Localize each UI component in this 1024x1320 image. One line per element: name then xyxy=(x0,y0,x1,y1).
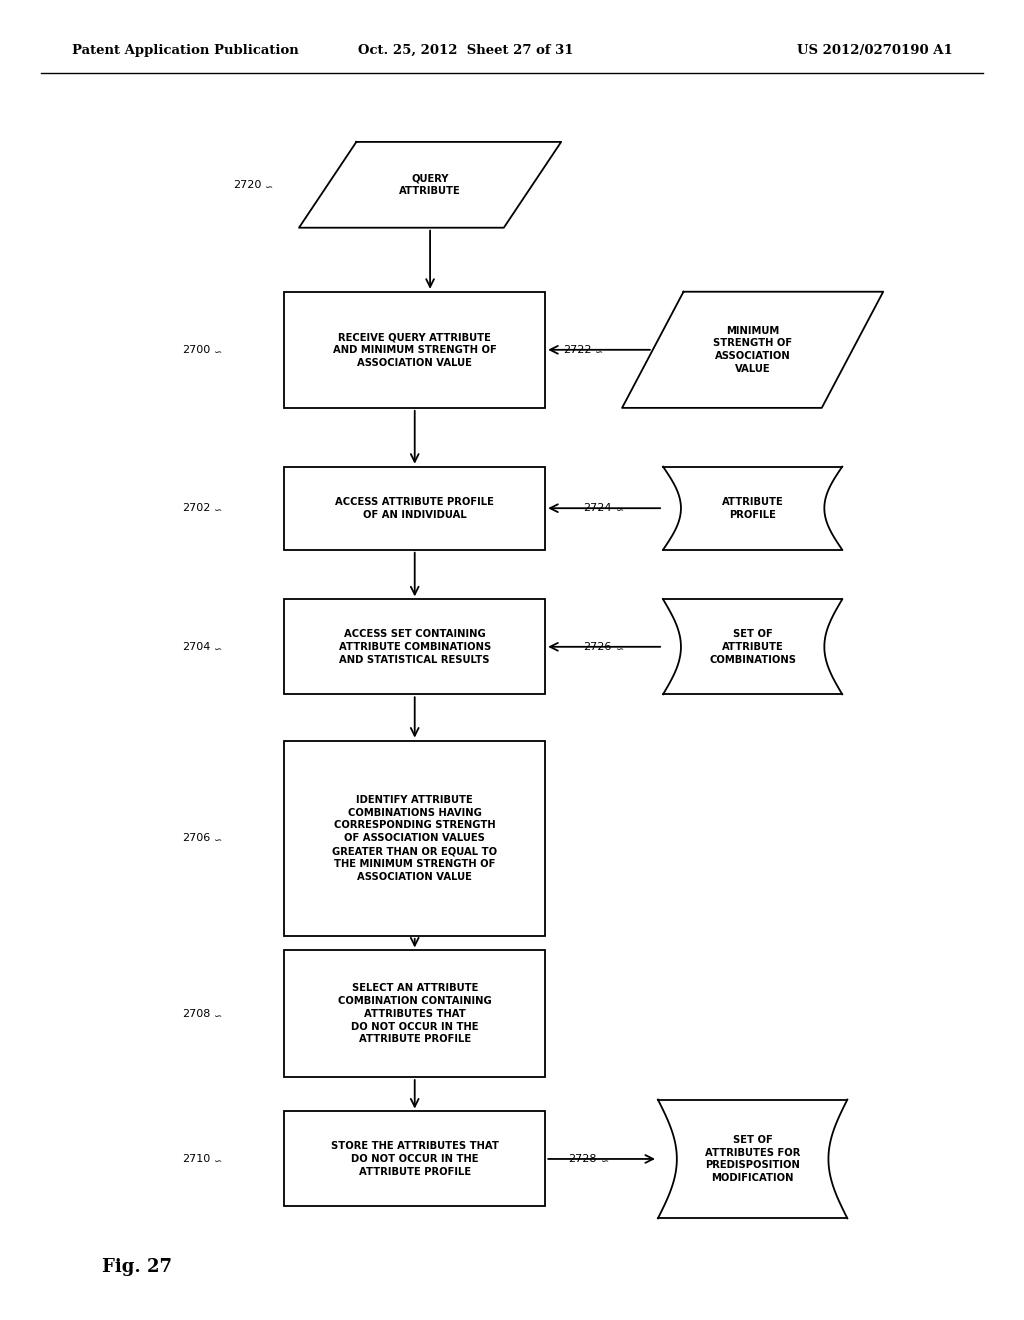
Polygon shape xyxy=(299,143,561,227)
Text: Patent Application Publication: Patent Application Publication xyxy=(72,44,298,57)
Text: IDENTIFY ATTRIBUTE
COMBINATIONS HAVING
CORRESPONDING STRENGTH
OF ASSOCIATION VAL: IDENTIFY ATTRIBUTE COMBINATIONS HAVING C… xyxy=(332,795,498,882)
Text: ACCESS ATTRIBUTE PROFILE
OF AN INDIVIDUAL: ACCESS ATTRIBUTE PROFILE OF AN INDIVIDUA… xyxy=(335,496,495,520)
Text: $\backsim$: $\backsim$ xyxy=(213,1008,223,1019)
Text: 2728: 2728 xyxy=(568,1154,596,1164)
Polygon shape xyxy=(622,292,883,408)
Text: 2706: 2706 xyxy=(182,833,211,843)
Text: 2726: 2726 xyxy=(584,642,611,652)
Text: 2720: 2720 xyxy=(232,180,261,190)
Bar xyxy=(285,741,545,936)
Polygon shape xyxy=(664,467,842,549)
Text: ATTRIBUTE
PROFILE: ATTRIBUTE PROFILE xyxy=(722,496,783,520)
Text: SET OF
ATTRIBUTE
COMBINATIONS: SET OF ATTRIBUTE COMBINATIONS xyxy=(710,630,796,664)
Polygon shape xyxy=(664,599,842,694)
Bar xyxy=(285,950,545,1077)
Text: $\backsim$: $\backsim$ xyxy=(213,1154,223,1164)
Text: 2704: 2704 xyxy=(182,642,211,652)
Text: $\backsim$: $\backsim$ xyxy=(263,180,274,190)
Text: $\backsim$: $\backsim$ xyxy=(213,503,223,513)
Text: 2702: 2702 xyxy=(182,503,211,513)
Text: QUERY
ATTRIBUTE: QUERY ATTRIBUTE xyxy=(399,173,461,197)
Text: STORE THE ATTRIBUTES THAT
DO NOT OCCUR IN THE
ATTRIBUTE PROFILE: STORE THE ATTRIBUTES THAT DO NOT OCCUR I… xyxy=(331,1142,499,1176)
Text: SET OF
ATTRIBUTES FOR
PREDISPOSITION
MODIFICATION: SET OF ATTRIBUTES FOR PREDISPOSITION MOD… xyxy=(705,1135,801,1183)
Text: Oct. 25, 2012  Sheet 27 of 31: Oct. 25, 2012 Sheet 27 of 31 xyxy=(358,44,573,57)
Text: MINIMUM
STRENGTH OF
ASSOCIATION
VALUE: MINIMUM STRENGTH OF ASSOCIATION VALUE xyxy=(713,326,793,374)
Text: SELECT AN ATTRIBUTE
COMBINATION CONTAINING
ATTRIBUTES THAT
DO NOT OCCUR IN THE
A: SELECT AN ATTRIBUTE COMBINATION CONTAINI… xyxy=(338,983,492,1044)
Text: $\backsim$: $\backsim$ xyxy=(613,503,625,513)
Bar xyxy=(285,292,545,408)
Bar xyxy=(285,599,545,694)
Polygon shape xyxy=(657,1100,848,1218)
Text: $\backsim$: $\backsim$ xyxy=(213,345,223,355)
Text: ACCESS SET CONTAINING
ATTRIBUTE COMBINATIONS
AND STATISTICAL RESULTS: ACCESS SET CONTAINING ATTRIBUTE COMBINAT… xyxy=(339,630,490,664)
Text: RECEIVE QUERY ATTRIBUTE
AND MINIMUM STRENGTH OF
ASSOCIATION VALUE: RECEIVE QUERY ATTRIBUTE AND MINIMUM STRE… xyxy=(333,333,497,367)
Bar xyxy=(285,1111,545,1206)
Text: Fig. 27: Fig. 27 xyxy=(102,1258,172,1276)
Text: 2700: 2700 xyxy=(182,345,211,355)
Text: $\backsim$: $\backsim$ xyxy=(213,642,223,652)
Text: 2724: 2724 xyxy=(584,503,611,513)
Text: 2708: 2708 xyxy=(182,1008,211,1019)
Text: $\backsim$: $\backsim$ xyxy=(598,1154,609,1164)
Text: US 2012/0270190 A1: US 2012/0270190 A1 xyxy=(797,44,952,57)
Text: $\backsim$: $\backsim$ xyxy=(613,642,625,652)
Text: $\backsim$: $\backsim$ xyxy=(213,833,223,843)
Text: 2722: 2722 xyxy=(563,345,591,355)
Text: 2710: 2710 xyxy=(182,1154,211,1164)
Text: $\backsim$: $\backsim$ xyxy=(593,345,604,355)
Bar xyxy=(285,467,545,550)
